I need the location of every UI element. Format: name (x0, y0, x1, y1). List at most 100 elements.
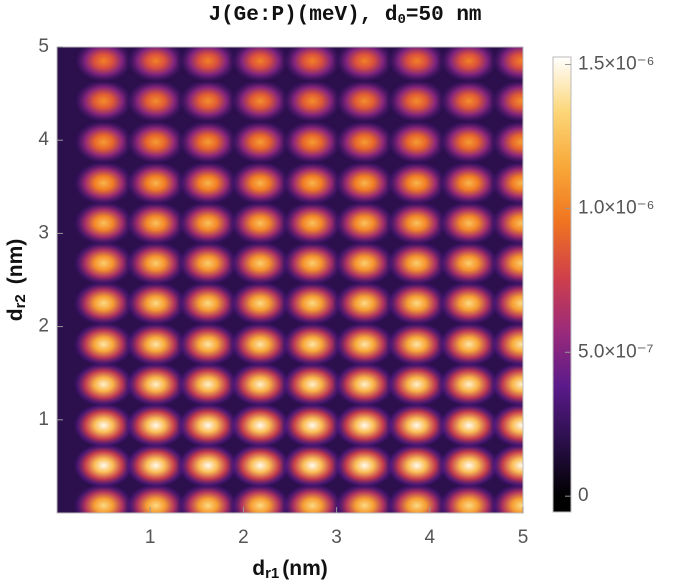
density-peak (176, 240, 239, 287)
density-peak (333, 160, 396, 207)
density-peak (72, 321, 135, 368)
y-tick-label: 2 (38, 316, 49, 337)
density-peak (124, 482, 187, 513)
density-peak (124, 402, 187, 449)
x-tick-label: 5 (518, 527, 529, 548)
density-peak (229, 280, 292, 327)
density-peak (437, 160, 500, 207)
density-peak (124, 361, 187, 408)
density-peak (490, 78, 523, 125)
x-label-text: d (252, 557, 265, 580)
density-peak (490, 442, 523, 489)
density-peak (333, 119, 396, 166)
density-peak (385, 47, 448, 84)
density-peak (333, 442, 396, 489)
density-peak (281, 47, 344, 84)
density-peak (385, 402, 448, 449)
density-peak (437, 402, 500, 449)
density-peak (72, 402, 135, 449)
density-peak (281, 200, 344, 247)
density-peak (437, 280, 500, 327)
density-peak (176, 482, 239, 513)
density-peak (72, 240, 135, 287)
density-peak (490, 240, 523, 287)
colorbar-tick-label: 1.0×10⁻⁶ (578, 197, 655, 218)
density-peak (72, 442, 135, 489)
density-peak (490, 160, 523, 207)
density-peak (490, 200, 523, 247)
density-peak (490, 47, 523, 84)
colorbar-tick-label: 0 (578, 485, 589, 506)
y-tick-label: 4 (38, 129, 49, 150)
density-peak (281, 482, 344, 513)
density-peak (124, 240, 187, 287)
x-label-text: (nm) (282, 557, 328, 580)
density-peak (124, 160, 187, 207)
density-peak (333, 240, 396, 287)
density-peak (385, 119, 448, 166)
density-peak (176, 321, 239, 368)
density-peak (229, 200, 292, 247)
title-subscript: 0 (398, 12, 406, 28)
y-tick-label: 3 (38, 222, 49, 243)
density-peak (333, 361, 396, 408)
density-peak (281, 78, 344, 125)
y-label-text: (nm) (4, 239, 27, 285)
x-label-subscript: r1 (265, 565, 279, 582)
density-peak (385, 160, 448, 207)
density-peak (229, 442, 292, 489)
density-peak (124, 119, 187, 166)
density-peak (490, 361, 523, 408)
density-peak (437, 78, 500, 125)
density-peak (124, 321, 187, 368)
y-label-subscript: r2 (12, 294, 29, 308)
density-peak (490, 280, 523, 327)
density-peak (229, 78, 292, 125)
density-peak (124, 47, 187, 84)
density-peak (229, 119, 292, 166)
colorbar-tick-label: 5.0×10⁻⁷ (578, 341, 654, 362)
density-peak (124, 78, 187, 125)
density-peak (176, 78, 239, 125)
density-peak (385, 280, 448, 327)
density-peak (490, 119, 523, 166)
y-tick-label: 1 (38, 409, 49, 430)
density-peak (176, 160, 239, 207)
density-peak (72, 200, 135, 247)
density-peak (490, 402, 523, 449)
density-peak (229, 240, 292, 287)
density-peak (72, 160, 135, 207)
density-peak (437, 47, 500, 84)
density-peak (72, 280, 135, 327)
density-peak (385, 321, 448, 368)
density-peak (229, 47, 292, 84)
x-tick-label: 1 (145, 527, 156, 548)
density-peak (281, 361, 344, 408)
density-peak (385, 200, 448, 247)
density-peak (281, 280, 344, 327)
density-peak (385, 361, 448, 408)
density-peak (176, 361, 239, 408)
density-peak (281, 160, 344, 207)
density-peak (281, 119, 344, 166)
density-peak (281, 321, 344, 368)
colorbar-tick-label: 1.5×10⁻⁶ (578, 53, 655, 74)
density-peak (229, 160, 292, 207)
density-peak (281, 240, 344, 287)
plot-frame (56, 46, 524, 514)
density-peak (333, 482, 396, 513)
density-peak (333, 47, 396, 84)
title-text: =50 nm (406, 4, 482, 27)
density-peak (176, 280, 239, 327)
density-peak (333, 200, 396, 247)
density-peak (385, 240, 448, 287)
density-peak (72, 119, 135, 166)
density-peak (281, 442, 344, 489)
density-peak (333, 280, 396, 327)
density-peak (229, 361, 292, 408)
density-peak (229, 482, 292, 513)
density-peak (229, 321, 292, 368)
density-peak (437, 321, 500, 368)
density-peak (385, 482, 448, 513)
